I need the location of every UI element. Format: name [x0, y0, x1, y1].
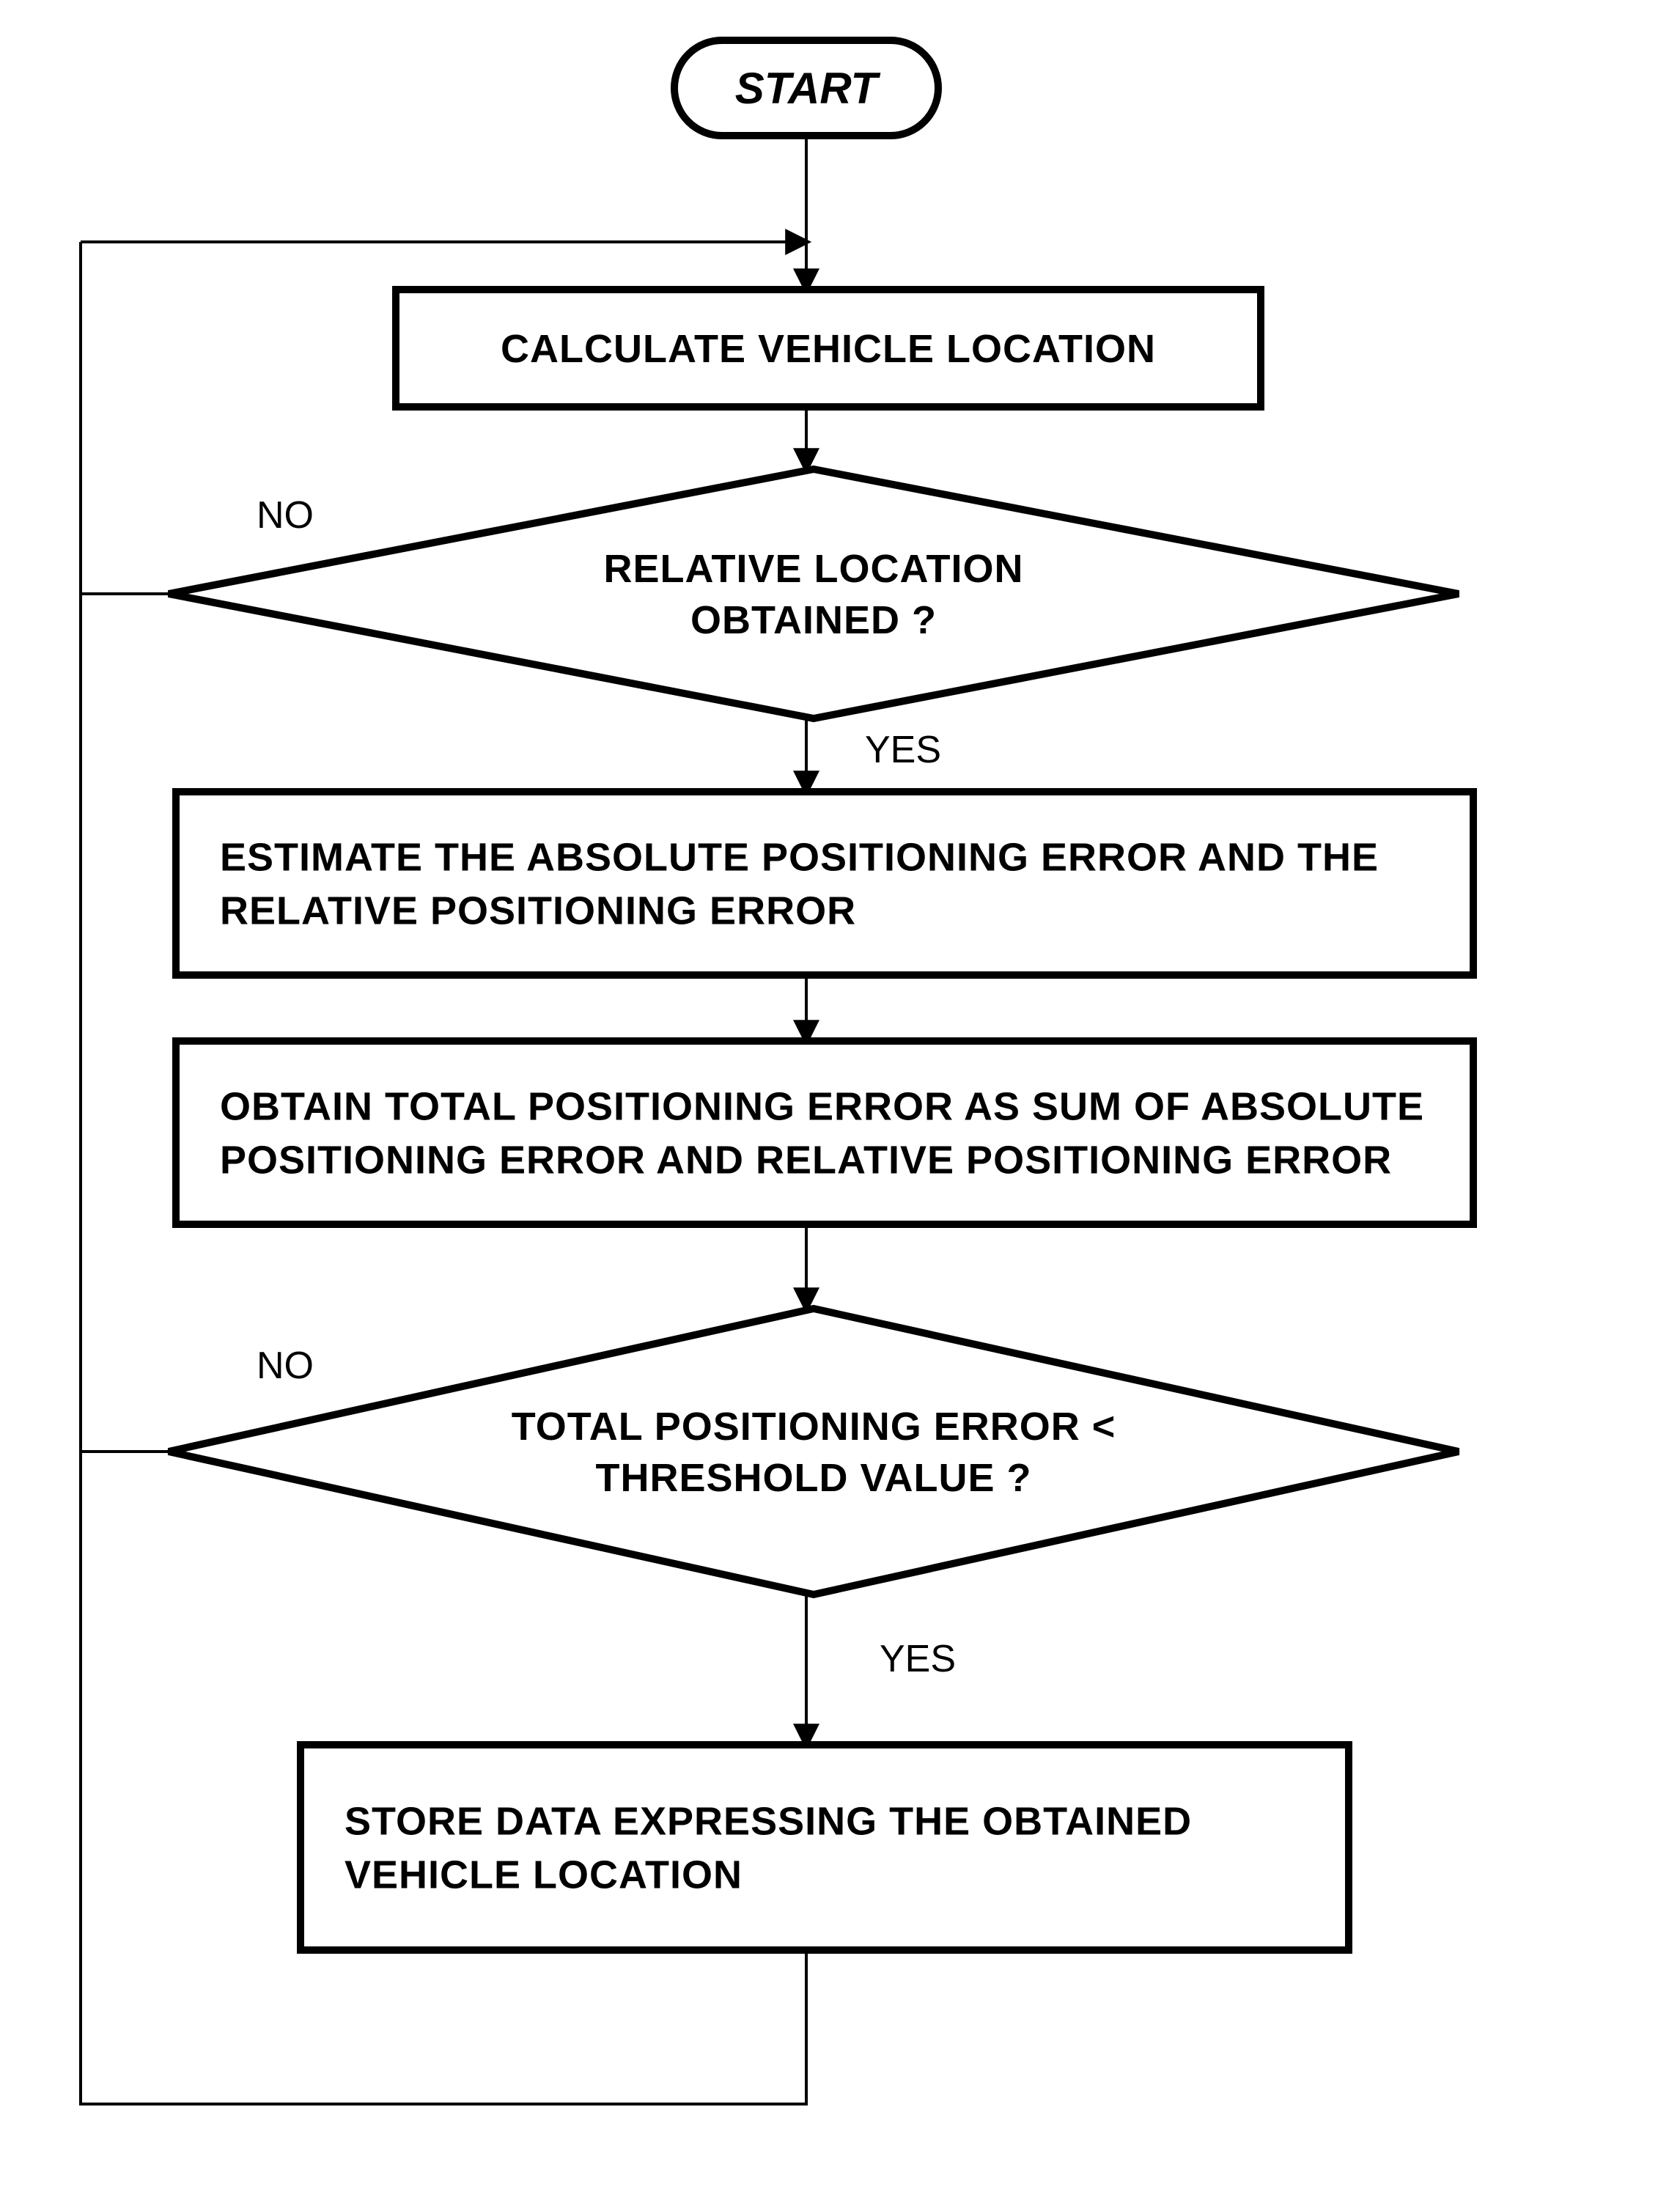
node-start: START — [674, 40, 938, 136]
node-dec1: RELATIVE LOCATIONOBTAINED ? — [169, 469, 1459, 718]
label-dec1_no: NO — [257, 494, 314, 537]
process-shape — [176, 1041, 1473, 1224]
edge-dec2-no — [81, 594, 169, 1452]
node-dec2: TOTAL POSITIONING ERROR <THRESHOLD VALUE… — [169, 1309, 1459, 1595]
node-store: STORE DATA EXPRESSING THE OBTAINEDVEHICL… — [301, 1745, 1349, 1950]
terminator-label: START — [735, 64, 881, 113]
decision-shape — [169, 1309, 1459, 1595]
process-shape — [301, 1745, 1349, 1950]
edge-dec1-no — [81, 242, 169, 594]
label-dec2_yes: YES — [880, 1638, 956, 1680]
process-shape — [176, 792, 1473, 975]
node-obtain: OBTAIN TOTAL POSITIONING ERROR AS SUM OF… — [176, 1041, 1473, 1224]
label-dec2_no: NO — [257, 1345, 314, 1387]
nodes: START CALCULATE VEHICLE LOCATION RELATIVE … — [169, 40, 1473, 1950]
process-label: CALCULATE VEHICLE LOCATION — [501, 327, 1156, 371]
label-dec1_yes: YES — [865, 729, 941, 771]
decision-shape — [169, 469, 1459, 718]
node-estimate: ESTIMATE THE ABSOLUTE POSITIONING ERROR … — [176, 792, 1473, 975]
node-calc: CALCULATE VEHICLE LOCATION — [396, 290, 1261, 407]
